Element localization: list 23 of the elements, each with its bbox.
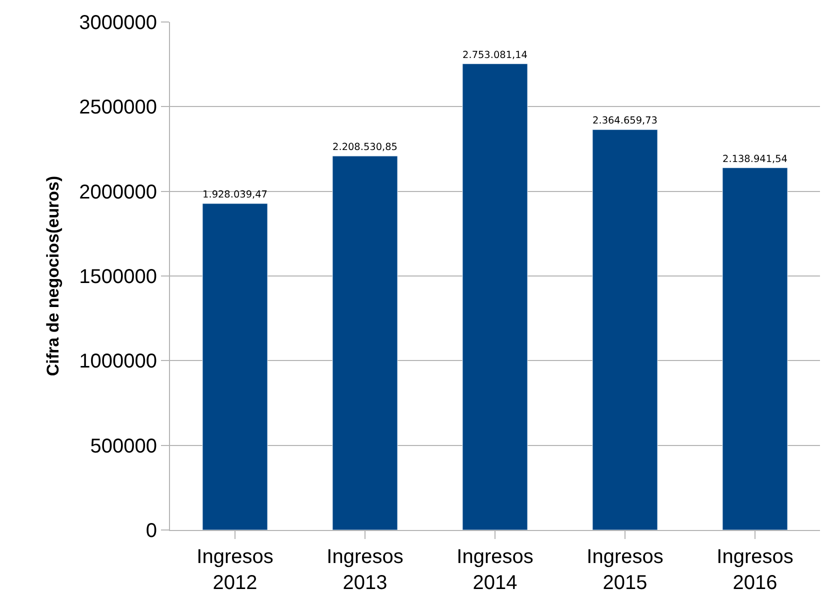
data-label: 2.753.081,14	[462, 50, 528, 61]
x-tick-label: Ingresos 2015	[586, 546, 664, 594]
y-tick-label: 1500000	[79, 266, 157, 288]
x-tick-label: Ingresos 2016	[716, 546, 794, 594]
y-tick-label: 2500000	[79, 96, 157, 119]
x-tick-label: Ingresos 2014	[456, 546, 534, 594]
bar	[462, 64, 528, 530]
y-tick-label: 3000000	[79, 12, 157, 34]
x-tick-label: Ingresos 2013	[326, 546, 404, 594]
data-label: 1.928.039,47	[202, 190, 268, 201]
data-label: 2.364.659,73	[592, 116, 658, 127]
y-tick-label: 1000000	[79, 350, 157, 373]
y-tick-label: 0	[146, 520, 157, 542]
data-label: 2.208.530,85	[332, 142, 398, 154]
bar	[332, 156, 398, 530]
bar	[722, 168, 788, 530]
data-label: 2.138.941,54	[722, 154, 788, 165]
bar	[202, 203, 268, 530]
bar	[592, 129, 658, 530]
y-tick-label: 500000	[90, 435, 157, 458]
y-axis-title: Cifra de negocios(euros)	[44, 176, 63, 376]
x-tick-label: Ingresos 2012	[196, 546, 274, 594]
y-tick-label: 2000000	[79, 181, 157, 204]
